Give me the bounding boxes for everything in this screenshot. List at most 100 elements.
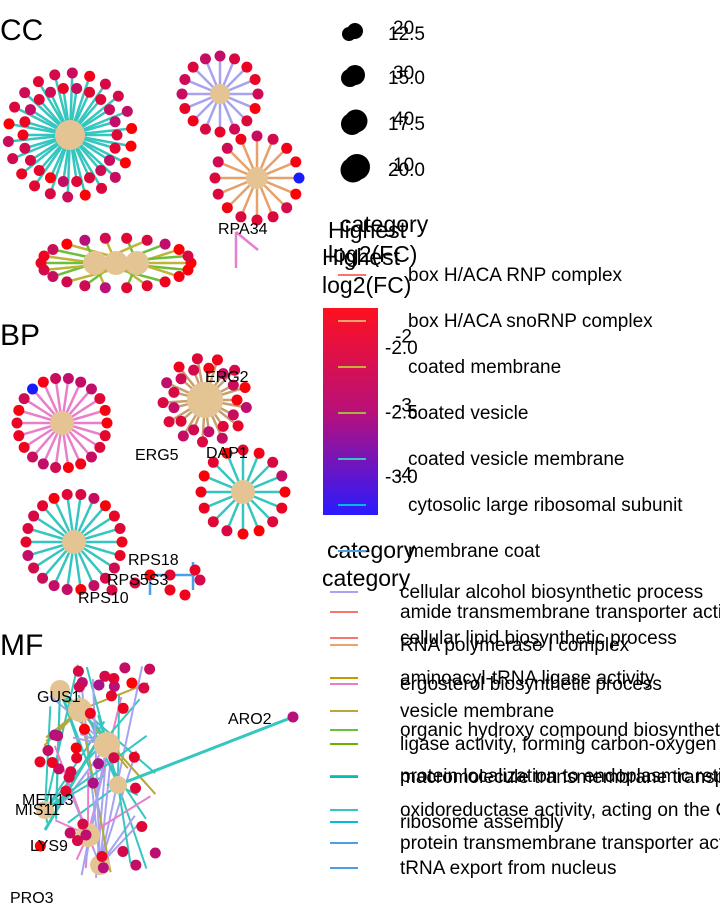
mf-category-label-4: ligase activity, forming carbon-oxygen b… xyxy=(400,734,720,755)
gene-node-141 xyxy=(227,379,239,391)
gene-node-109 xyxy=(85,451,97,463)
gene-node-29 xyxy=(62,191,74,203)
gene-node-40 xyxy=(66,67,78,79)
gene-node-152 xyxy=(211,354,223,366)
gene-node-154 xyxy=(239,381,251,393)
gene-node-249 xyxy=(117,846,129,858)
mf-category-label-5: macromolecule transmembrane transporter … xyxy=(400,767,720,788)
gene-node-130 xyxy=(227,409,239,421)
size-legend-label-a2: 15.0 xyxy=(388,68,425,89)
gene-node-114 xyxy=(27,451,39,463)
gene-node-9 xyxy=(44,172,56,184)
gene-node-32 xyxy=(16,168,28,180)
gene-label-rps18: RPS18 xyxy=(128,552,179,569)
gene-node-200 xyxy=(179,589,191,601)
colorbar-tick-0-1: -3 xyxy=(395,396,412,417)
gene-node-113 xyxy=(37,458,49,470)
gene-node-164 xyxy=(37,572,49,584)
gene-node-124 xyxy=(75,376,87,388)
gene-node-24 xyxy=(125,140,137,152)
category-node-105 xyxy=(50,411,74,435)
gene-node-140 xyxy=(217,368,229,380)
category-node-203 xyxy=(50,680,70,700)
gene-node-246 xyxy=(126,677,138,689)
network-edge-250 xyxy=(117,715,294,787)
gene-node-161 xyxy=(75,584,87,596)
size-legend-label-a1: 12.5 xyxy=(388,24,425,45)
gene-node-148 xyxy=(157,397,169,409)
gene-node-4 xyxy=(104,154,116,166)
gene-node-23 xyxy=(109,116,121,128)
size-legend-dot-3b xyxy=(344,109,368,133)
gene-node-214 xyxy=(93,679,105,691)
bp-category-label-4: protein localization to endoplasmic reti… xyxy=(400,766,720,787)
gene-node-111 xyxy=(62,462,74,474)
gene-node-199 xyxy=(164,584,176,596)
gene-node-11 xyxy=(24,154,36,166)
gene-node-191 xyxy=(237,444,249,456)
gene-node-58 xyxy=(199,53,211,65)
gene-node-61 xyxy=(241,61,253,73)
gene-node-189 xyxy=(207,456,219,468)
bp-category-label-2: ergosterol biosynthetic process xyxy=(400,674,662,695)
gene-node-213 xyxy=(60,785,72,797)
network-edge-221 xyxy=(117,784,148,869)
gene-node-123 xyxy=(62,372,74,384)
size-legend-dot-2b xyxy=(345,65,365,85)
gene-node-100 xyxy=(121,232,133,244)
cc-category-label-4: coated vesicle membrane xyxy=(408,449,625,470)
gene-node-173 xyxy=(75,488,87,500)
gene-node-143 xyxy=(232,420,244,432)
gene-node-14 xyxy=(19,116,31,128)
gene-node-68 xyxy=(251,214,263,226)
gene-node-79 xyxy=(290,156,302,168)
cc-category-label-6: membrane coat xyxy=(408,541,541,562)
gene-node-98 xyxy=(79,234,91,246)
gene-node-184 xyxy=(221,525,233,537)
gene-node-86 xyxy=(159,276,171,288)
gene-node-238 xyxy=(84,707,96,719)
gene-node-89 xyxy=(99,282,111,294)
gene-node-129 xyxy=(231,394,243,406)
gene-node-134 xyxy=(175,415,187,427)
gene-node-73 xyxy=(212,156,224,168)
gene-node-239 xyxy=(117,702,129,714)
gene-node-245 xyxy=(128,751,140,763)
size-legend: 12.5 20 15.0 30 17.5 40 20.0 10 xyxy=(340,18,425,183)
gene-node-137 xyxy=(175,373,187,385)
gene-node-172 xyxy=(61,488,73,500)
gene-node-159 xyxy=(99,572,111,584)
gene-node-17 xyxy=(44,86,56,98)
mf-category-label-6: oxidoreductase activity, acting on the C… xyxy=(400,800,720,821)
gene-node-54 xyxy=(179,103,191,115)
gene-node-222 xyxy=(108,673,120,685)
gene-node-5 xyxy=(95,165,107,177)
gene-node-117 xyxy=(11,417,23,429)
network-edge-216 xyxy=(99,666,144,866)
gene-node-216 xyxy=(108,680,120,692)
network-nodes xyxy=(2,50,305,875)
gene-node-107 xyxy=(99,430,111,442)
gene-node-232 xyxy=(71,835,83,847)
gene-node-28 xyxy=(79,189,91,201)
gene-node-183 xyxy=(237,528,249,540)
gene-label-mis11: MIS11 xyxy=(15,802,60,819)
network-edge-245 xyxy=(44,734,148,811)
gene-node-6 xyxy=(84,172,96,184)
gene-node-166 xyxy=(22,550,34,562)
colorbar-tick-1-1: -2.5 xyxy=(385,403,418,424)
gene-node-195 xyxy=(144,569,156,581)
gene-node-60 xyxy=(229,53,241,65)
gene-label-gus1: GUS1 xyxy=(37,689,81,706)
cc-category-label-3: coated vesicle xyxy=(408,403,528,424)
gene-node-198 xyxy=(194,574,206,586)
gene-node-66 xyxy=(281,202,293,214)
gene-node-146 xyxy=(177,430,189,442)
gene-node-120 xyxy=(27,383,39,395)
gene-node-106 xyxy=(101,417,113,429)
gene-node-142 xyxy=(240,402,252,414)
gene-label-met13: MET13 xyxy=(22,792,74,809)
gene-node-41 xyxy=(84,70,96,82)
gene-node-167 xyxy=(20,536,32,548)
gene-node-72 xyxy=(209,172,221,184)
